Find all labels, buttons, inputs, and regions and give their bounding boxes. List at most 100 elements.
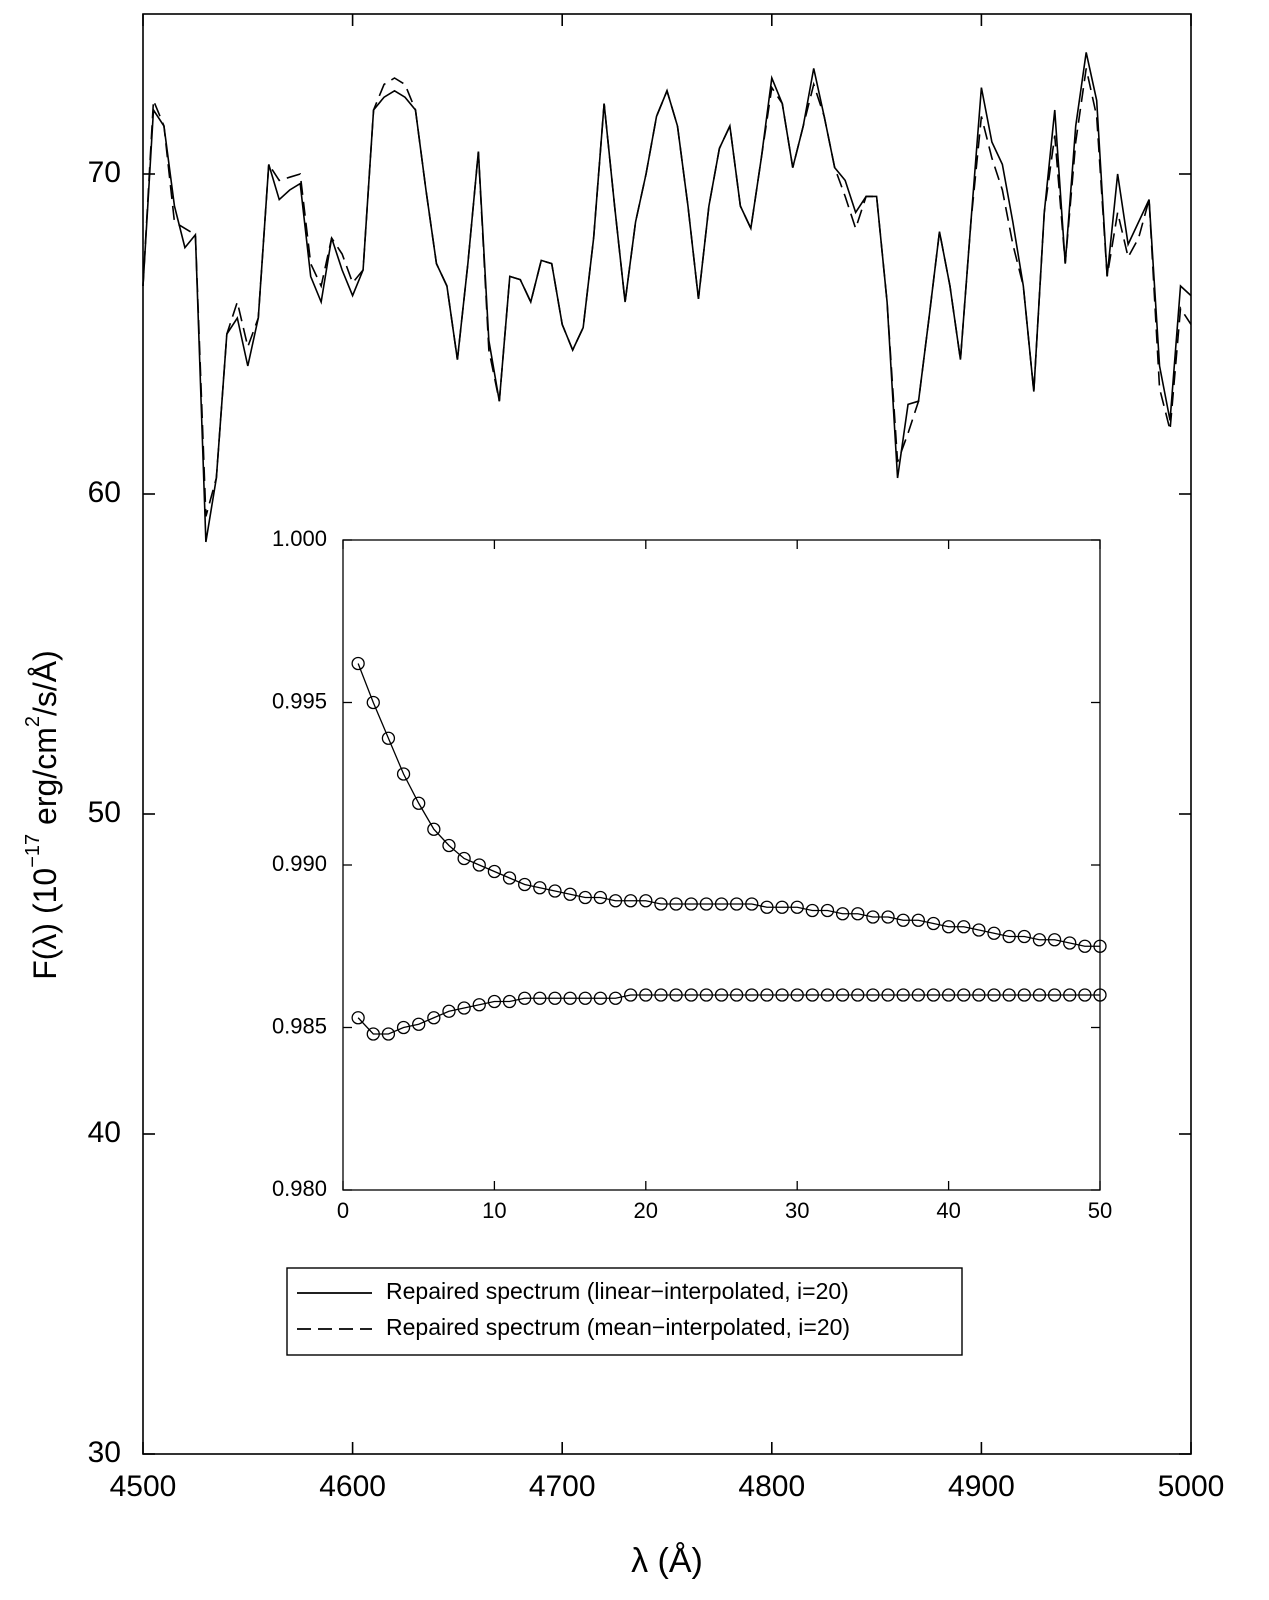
data-point [593, 890, 608, 905]
data-point [790, 900, 804, 914]
x-tick-label: 20 [634, 1198, 658, 1223]
y-tick-label: 70 [88, 156, 121, 189]
data-point [790, 988, 804, 1002]
data-point [412, 1017, 426, 1031]
data-point [1078, 939, 1092, 953]
data-point [578, 991, 592, 1005]
data-point [608, 894, 623, 908]
data-point [926, 988, 941, 1002]
y-label-part: erg/cm [27, 727, 63, 834]
data-point [1078, 988, 1092, 1002]
data-point [684, 988, 698, 1002]
data-point [1063, 988, 1077, 1002]
data-point [533, 881, 547, 895]
data-point [1032, 988, 1047, 1002]
data-point [987, 988, 1001, 1002]
data-point [381, 731, 396, 745]
data-point [548, 991, 562, 1005]
data-point [396, 1020, 411, 1035]
data-point [699, 897, 714, 911]
data-point [624, 894, 638, 908]
data-point [835, 988, 850, 1002]
data-point [487, 864, 502, 879]
x-tick-label: 10 [482, 1198, 506, 1223]
data-point [775, 988, 789, 1002]
y-tick-label: 0.995 [272, 688, 327, 713]
data-point [502, 994, 517, 1009]
data-point [714, 897, 729, 911]
data-point [442, 838, 456, 853]
data-point [851, 907, 865, 921]
data-point [518, 991, 532, 1005]
data-point [487, 994, 502, 1009]
data-point [366, 1027, 380, 1041]
y-tick-label: 50 [88, 796, 121, 829]
data-point [624, 988, 638, 1002]
data-point [502, 871, 517, 885]
y-tick-label: 30 [88, 1436, 121, 1469]
y-label-part: /s/Å) [27, 650, 63, 716]
data-line [142, 52, 1192, 543]
data-point [639, 988, 653, 1002]
y-label-sup: −17 [22, 834, 44, 868]
x-tick-label: 4500 [110, 1470, 177, 1503]
data-point [1093, 988, 1107, 1002]
data-point [941, 988, 956, 1002]
data-point [669, 897, 683, 911]
inset-background [343, 540, 1100, 1190]
data-point [593, 991, 608, 1005]
data-point [427, 822, 441, 836]
legend-box [286, 1267, 963, 1356]
x-tick-label: 4600 [319, 1470, 386, 1503]
data-point [442, 1004, 456, 1018]
x-tick-label: 0 [337, 1198, 349, 1223]
legend-label: Repaired spectrum (mean−interpolated, i=… [386, 1314, 850, 1340]
data-point [1002, 988, 1016, 1002]
data-point [729, 897, 744, 911]
data-point [760, 988, 774, 1002]
data-point [820, 903, 835, 918]
data-point [669, 988, 683, 1002]
data-point [820, 988, 835, 1002]
data-point [654, 988, 668, 1002]
data-point [351, 656, 365, 671]
data-point [351, 1011, 365, 1025]
data-point [866, 988, 880, 1002]
data-point [881, 910, 895, 924]
data-point [684, 897, 698, 911]
data-point [472, 998, 486, 1012]
data-point [760, 900, 774, 914]
y-label-part: F(λ) (10 [27, 868, 63, 980]
y-tick-label: 0.980 [272, 1176, 327, 1201]
data-point [1047, 933, 1062, 947]
data-point [412, 796, 426, 810]
y-tick-label: 0.985 [272, 1013, 327, 1038]
data-point [941, 920, 956, 934]
data-point [729, 988, 744, 1002]
data-point [457, 851, 471, 866]
data-point [1047, 988, 1062, 1002]
data-point [608, 991, 623, 1005]
data-line [357, 994, 1100, 1035]
data-point [972, 923, 986, 937]
data-point [957, 920, 971, 934]
data-point [1093, 939, 1107, 953]
data-point [427, 1011, 441, 1025]
data-point [1017, 929, 1031, 944]
data-point [1002, 929, 1016, 944]
data-point [896, 913, 910, 927]
data-line [142, 68, 1192, 517]
data-point [714, 988, 729, 1002]
data-point [745, 988, 759, 1002]
data-point [578, 890, 592, 905]
y-tick-label: 60 [88, 476, 121, 509]
data-point [1063, 936, 1077, 950]
data-point [851, 988, 865, 1002]
data-line [357, 663, 1100, 947]
x-tick-label: 40 [936, 1198, 960, 1223]
data-point [518, 877, 532, 892]
y-axis-label: F(λ) (10−17 erg/cm2/s/Å) [22, 650, 63, 980]
x-tick-label: 50 [1088, 1198, 1112, 1223]
data-point [457, 1001, 471, 1015]
